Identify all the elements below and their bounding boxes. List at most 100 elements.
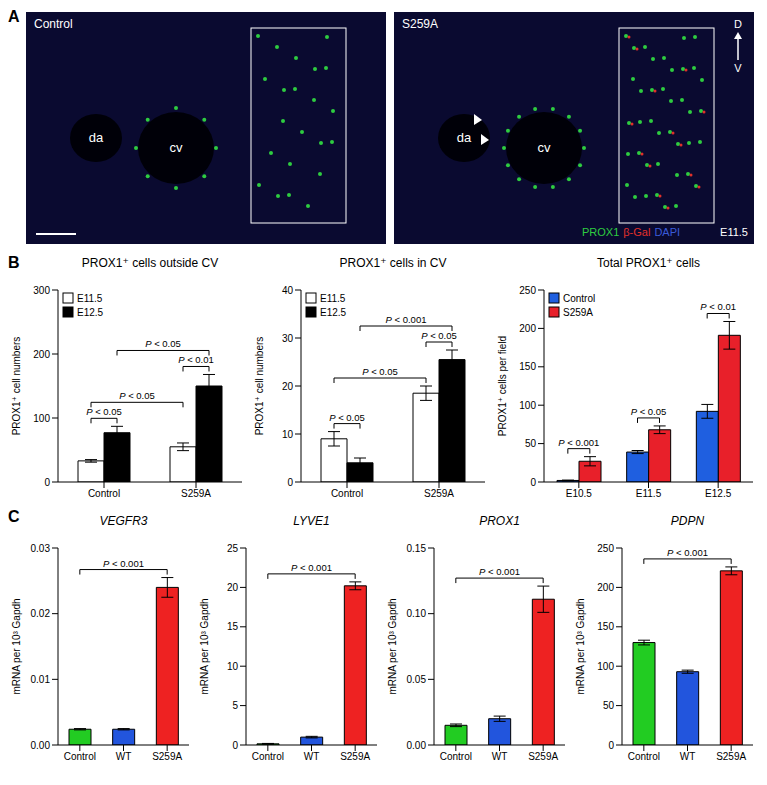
svg-text:cv: cv <box>170 140 184 155</box>
svg-text:Control: Control <box>331 488 363 499</box>
svg-text:S259A: S259A <box>181 488 211 499</box>
svg-text:5: 5 <box>232 700 238 711</box>
svg-text:P < 0.001: P < 0.001 <box>667 547 708 558</box>
svg-text:150: 150 <box>519 361 536 372</box>
html-text:PROX1: PROX1 <box>479 514 520 528</box>
svg-text:200: 200 <box>597 582 614 593</box>
html-text:PDPN: PDPN <box>670 514 705 528</box>
svg-text:P < 0.01: P < 0.01 <box>178 354 214 365</box>
svg-text:15: 15 <box>227 621 239 632</box>
svg-text:PROX1⁺ cells per field: PROX1⁺ cells per field <box>497 336 508 436</box>
svg-text:P < 0.01: P < 0.01 <box>700 301 736 312</box>
svg-text:P < 0.05: P < 0.05 <box>631 406 667 417</box>
svg-text:0.03: 0.03 <box>31 543 51 554</box>
svg-text:0.01: 0.01 <box>31 674 51 685</box>
svg-text:Control: Control <box>563 293 595 304</box>
svg-text:Control: Control <box>628 751 660 762</box>
svg-text:WT: WT <box>116 751 132 762</box>
svg-text:P < 0.05: P < 0.05 <box>86 406 122 417</box>
svg-text:D: D <box>734 18 742 30</box>
svg-text:150: 150 <box>597 621 614 632</box>
svg-text:mRNA per 10³ Gapdh: mRNA per 10³ Gapdh <box>11 598 22 694</box>
svg-text:0.00: 0.00 <box>407 740 427 751</box>
svg-text:E11.5: E11.5 <box>320 293 346 304</box>
svg-text:mRNA per 10³ Gapdh: mRNA per 10³ Gapdh <box>387 598 398 694</box>
svg-text:S259A: S259A <box>340 751 370 762</box>
html-text:LYVE1: LYVE1 <box>293 514 330 528</box>
svg-text:100: 100 <box>519 400 536 411</box>
svg-text:Control: Control <box>64 751 96 762</box>
svg-text:0: 0 <box>530 477 536 488</box>
svg-text:0.00: 0.00 <box>31 740 51 751</box>
html-text:VEGFR3: VEGFR3 <box>99 514 148 528</box>
svg-text:WT: WT <box>492 751 508 762</box>
svg-text:0.02: 0.02 <box>31 608 51 619</box>
svg-text:10: 10 <box>282 429 294 440</box>
svg-text:P < 0.05: P < 0.05 <box>119 390 155 401</box>
svg-text:E11.5: E11.5 <box>636 488 662 499</box>
svg-text:250: 250 <box>519 285 536 296</box>
svg-text:PROX1⁺ cell numbers: PROX1⁺ cell numbers <box>11 337 22 436</box>
svg-text:200: 200 <box>33 349 50 360</box>
html-text:A: A <box>8 8 20 25</box>
svg-text:P < 0.001: P < 0.001 <box>386 314 427 325</box>
svg-text:P < 0.05: P < 0.05 <box>421 330 457 341</box>
svg-text:0.10: 0.10 <box>407 608 427 619</box>
svg-text:mRNA per 10³ Gapdh: mRNA per 10³ Gapdh <box>575 598 586 694</box>
svg-text:0: 0 <box>287 477 293 488</box>
svg-text:S259A: S259A <box>152 751 182 762</box>
svg-text:0: 0 <box>44 477 50 488</box>
svg-text:S259A: S259A <box>528 751 558 762</box>
svg-text:P < 0.001: P < 0.001 <box>558 437 599 448</box>
html-text:Total PROX1⁺ cells: Total PROX1⁺ cells <box>597 256 700 270</box>
svg-text:E12.5: E12.5 <box>320 307 347 318</box>
svg-text:S259A: S259A <box>716 751 746 762</box>
svg-text:E11.5: E11.5 <box>720 226 748 238</box>
svg-text:Control: Control <box>88 488 120 499</box>
svg-text:100: 100 <box>597 661 614 672</box>
svg-text:P < 0.001: P < 0.001 <box>291 562 332 573</box>
svg-text:10: 10 <box>227 661 239 672</box>
svg-text:200: 200 <box>519 323 536 334</box>
svg-text:100: 100 <box>33 413 50 424</box>
svg-text:250: 250 <box>597 543 614 554</box>
svg-text:P < 0.05: P < 0.05 <box>145 338 181 349</box>
svg-text:0.05: 0.05 <box>407 674 427 685</box>
svg-text:P < 0.001: P < 0.001 <box>479 566 520 577</box>
svg-text:S259A: S259A <box>402 17 438 31</box>
svg-text:WT: WT <box>304 751 320 762</box>
svg-text:E12.5: E12.5 <box>705 488 732 499</box>
svg-text:da: da <box>89 130 104 145</box>
svg-text:Control: Control <box>34 17 73 31</box>
svg-text:50: 50 <box>603 700 615 711</box>
svg-text:E11.5: E11.5 <box>77 293 103 304</box>
html-text:PROX1⁺ cells outside CV: PROX1⁺ cells outside CV <box>81 256 219 270</box>
svg-text:40: 40 <box>282 285 294 296</box>
svg-text:E10.5: E10.5 <box>566 488 593 499</box>
svg-text:25: 25 <box>227 543 239 554</box>
svg-text:P < 0.001: P < 0.001 <box>103 558 144 569</box>
svg-text:Control: Control <box>440 751 472 762</box>
svg-text:mRNA per 10³ Gapdh: mRNA per 10³ Gapdh <box>199 598 210 694</box>
svg-text:20: 20 <box>282 381 294 392</box>
svg-text:20: 20 <box>227 582 239 593</box>
svg-text:WT: WT <box>680 751 696 762</box>
svg-text:S259A: S259A <box>424 488 454 499</box>
svg-text:PROX1β-GalDAPI: PROX1β-GalDAPI <box>582 226 680 238</box>
svg-text:P < 0.05: P < 0.05 <box>362 366 398 377</box>
svg-text:da: da <box>457 130 472 145</box>
svg-text:P < 0.05: P < 0.05 <box>329 412 365 423</box>
svg-text:50: 50 <box>525 438 537 449</box>
html-text:PROX1⁺ cells in CV: PROX1⁺ cells in CV <box>339 256 447 270</box>
svg-text:cv: cv <box>538 140 552 155</box>
svg-text:30: 30 <box>282 333 294 344</box>
svg-text:0.15: 0.15 <box>407 543 427 554</box>
svg-text:V: V <box>734 62 742 74</box>
svg-text:Control: Control <box>252 751 284 762</box>
svg-text:0: 0 <box>232 740 238 751</box>
svg-text:E12.5: E12.5 <box>77 307 104 318</box>
svg-text:0: 0 <box>608 740 614 751</box>
svg-text:S259A: S259A <box>563 307 593 318</box>
svg-text:300: 300 <box>33 285 50 296</box>
svg-text:PROX1⁺ cell numbers: PROX1⁺ cell numbers <box>254 337 265 436</box>
